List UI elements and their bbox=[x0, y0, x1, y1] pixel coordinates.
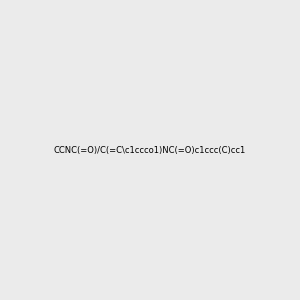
Text: CCNC(=O)/C(=C\c1ccco1)NC(=O)c1ccc(C)cc1: CCNC(=O)/C(=C\c1ccco1)NC(=O)c1ccc(C)cc1 bbox=[54, 146, 246, 154]
